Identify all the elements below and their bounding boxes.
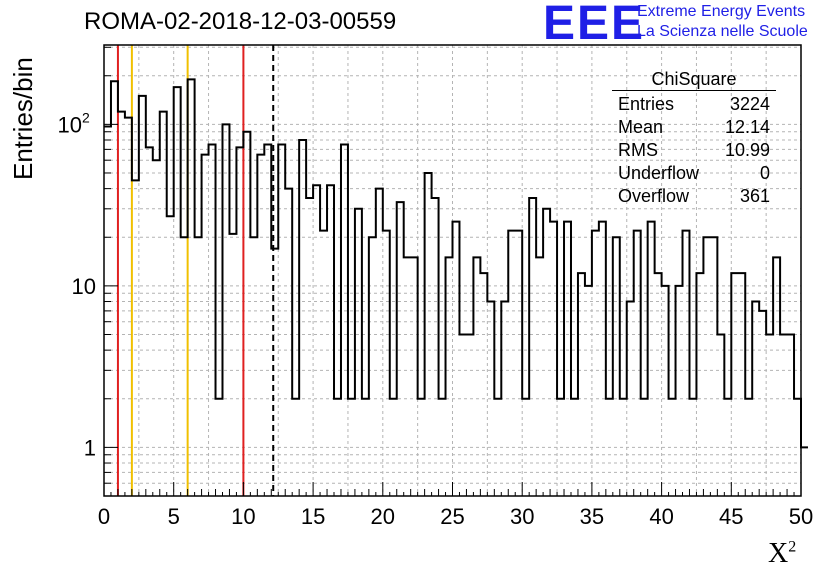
y-axis-label: Entries/bin (8, 57, 38, 180)
stats-row-underflow: Underflow 0 (612, 162, 776, 185)
stats-row-mean: Mean 12.14 (612, 116, 776, 139)
y-tick-label-sup: 2 (82, 109, 90, 125)
chart-title: ROMA-02-2018-12-03-00559 (84, 8, 397, 35)
histogram-step-line (104, 78, 808, 449)
stats-row-overflow: Overflow 361 (612, 185, 776, 208)
eee-logo: EEE (543, 0, 646, 50)
stats-label: Entries (618, 94, 675, 114)
stats-label: Mean (618, 117, 664, 137)
x-axis-label: X2 (768, 538, 796, 570)
x-tick-label: 40 (649, 504, 673, 529)
stats-box: ChiSquare Entries 3224 Mean 12.14 RMS 10.99… (612, 68, 776, 208)
grid-lines (104, 45, 801, 496)
stats-label: Overflow (618, 186, 690, 206)
stats-value: 10.99 (724, 140, 770, 160)
x-tick-label: 45 (719, 504, 743, 529)
x-tick-label: 50 (789, 504, 813, 529)
stats-value: 3224 (729, 94, 770, 114)
x-tick-label: 25 (440, 504, 464, 529)
stats-label: RMS (618, 140, 658, 160)
stats-value: 0 (759, 163, 770, 183)
x-tick-label: 30 (510, 504, 534, 529)
y-tick-label: 10 (58, 112, 82, 137)
x-tick-label: 15 (301, 504, 325, 529)
stats-row-entries: Entries 3224 (612, 93, 776, 116)
logo-line-2: La Scienza nelle Scuole (637, 23, 808, 40)
y-tick-label: 10 (72, 274, 96, 299)
x-tick-label: 0 (98, 504, 110, 529)
stats-value: 12.14 (724, 117, 770, 137)
x-tick-label: 20 (371, 504, 395, 529)
logo-line-1: Extreme Energy Events (637, 3, 806, 20)
x-axis-label-base: X (768, 538, 789, 569)
stats-value: 361 (739, 186, 770, 206)
stats-title: ChiSquare (612, 68, 776, 91)
x-tick-label: 35 (580, 504, 604, 529)
stats-row-rms: RMS 10.99 (612, 139, 776, 162)
x-tick-label: 10 (231, 504, 255, 529)
x-tick-label: 5 (168, 504, 180, 529)
y-tick-label: 1 (84, 435, 96, 460)
x-axis-label-sup: 2 (788, 538, 797, 556)
stats-label: Underflow (618, 163, 700, 183)
